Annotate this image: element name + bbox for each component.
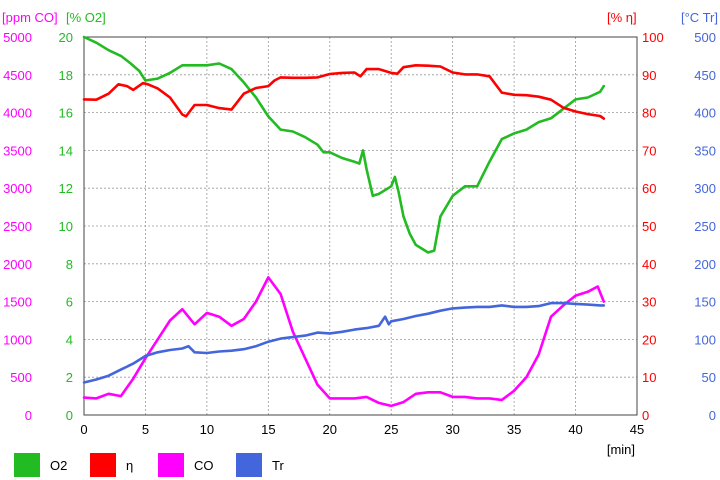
x-tick-label: 15 — [261, 422, 275, 437]
x-tick-label: 10 — [200, 422, 214, 437]
tr-tick-label: 350 — [694, 143, 716, 158]
o2-tick-label: 18 — [59, 68, 73, 83]
legend-item-o2: O2 — [14, 452, 67, 478]
o2-tick-label: 0 — [66, 408, 73, 423]
legend-item-eta: η — [90, 452, 133, 478]
co-tick-label: 500 — [10, 370, 32, 385]
eta-tick-label: 40 — [642, 257, 656, 272]
legend-label-tr: Tr — [272, 457, 284, 473]
legend-item-tr: Tr — [236, 452, 284, 478]
co-tick-label: 2000 — [3, 257, 32, 272]
co-tick-label: 1000 — [3, 332, 32, 347]
eta-tick-label: 30 — [642, 295, 656, 310]
tr-tick-label: 50 — [702, 370, 716, 385]
tr-tick-label: 300 — [694, 181, 716, 196]
legend-swatch-tr — [236, 453, 262, 477]
legend-label-eta: η — [126, 457, 134, 473]
tr-tick-label: 0 — [709, 408, 716, 423]
tr-tick-label: 250 — [694, 219, 716, 234]
tr-axis-title: [°C Tr] — [681, 10, 718, 25]
co-tick-label: 5000 — [3, 30, 32, 45]
tr-tick-label: 200 — [694, 257, 716, 272]
x-tick-label: 40 — [568, 422, 582, 437]
o2-tick-label: 4 — [66, 332, 73, 347]
eta-tick-label: 70 — [642, 143, 656, 158]
eta-tick-label: 50 — [642, 219, 656, 234]
eta-tick-label: 0 — [642, 408, 649, 423]
x-axis-label: [min] — [607, 442, 635, 457]
eta-tick-label: 100 — [642, 30, 664, 45]
x-tick-label: 35 — [507, 422, 521, 437]
eta-axis-title: [% η] — [607, 10, 637, 25]
eta-tick-label: 80 — [642, 106, 656, 121]
co-tick-label: 3500 — [3, 143, 32, 158]
o2-tick-label: 2 — [66, 370, 73, 385]
o2-tick-label: 20 — [59, 30, 73, 45]
x-tick-label: 25 — [384, 422, 398, 437]
series-line-eta — [82, 64, 606, 120]
co-tick-label: 2500 — [3, 219, 32, 234]
series-line-tr — [82, 301, 606, 384]
legend-item-co: CO — [158, 452, 214, 478]
series-line-o2 — [82, 35, 606, 254]
series-line-co — [82, 276, 606, 408]
eta-tick-label: 90 — [642, 68, 656, 83]
legend-swatch-eta — [90, 453, 116, 477]
co-tick-label: 1500 — [3, 295, 32, 310]
o2-axis-title: [% O2] — [66, 10, 106, 25]
co-tick-label: 4000 — [3, 106, 32, 121]
tr-tick-label: 450 — [694, 68, 716, 83]
co-tick-label: 3000 — [3, 181, 32, 196]
legend-swatch-o2 — [14, 453, 40, 477]
legend-swatch-co — [158, 453, 184, 477]
co-axis-title: [ppm CO] — [2, 10, 58, 25]
x-tick-label: 45 — [630, 422, 644, 437]
tr-tick-label: 150 — [694, 295, 716, 310]
o2-tick-label: 12 — [59, 181, 73, 196]
eta-tick-label: 20 — [642, 332, 656, 347]
co-tick-label: 0 — [25, 408, 32, 423]
legend: O2 η CO Tr — [0, 452, 720, 478]
o2-tick-label: 10 — [59, 219, 73, 234]
tr-tick-label: 500 — [694, 30, 716, 45]
legend-label-o2: O2 — [50, 457, 68, 473]
legend-label-co: CO — [194, 457, 214, 473]
eta-tick-label: 60 — [642, 181, 656, 196]
tr-tick-label: 100 — [694, 332, 716, 347]
x-tick-label: 0 — [80, 422, 87, 437]
o2-tick-label: 8 — [66, 257, 73, 272]
tr-tick-label: 400 — [694, 106, 716, 121]
o2-tick-label: 14 — [59, 143, 73, 158]
co-tick-label: 4500 — [3, 68, 32, 83]
o2-tick-label: 16 — [59, 106, 73, 121]
x-tick-label: 20 — [323, 422, 337, 437]
eta-tick-label: 10 — [642, 370, 656, 385]
plot-frame — [83, 36, 638, 416]
x-tick-label: 5 — [142, 422, 149, 437]
x-tick-label: 30 — [445, 422, 459, 437]
o2-tick-label: 6 — [66, 295, 73, 310]
